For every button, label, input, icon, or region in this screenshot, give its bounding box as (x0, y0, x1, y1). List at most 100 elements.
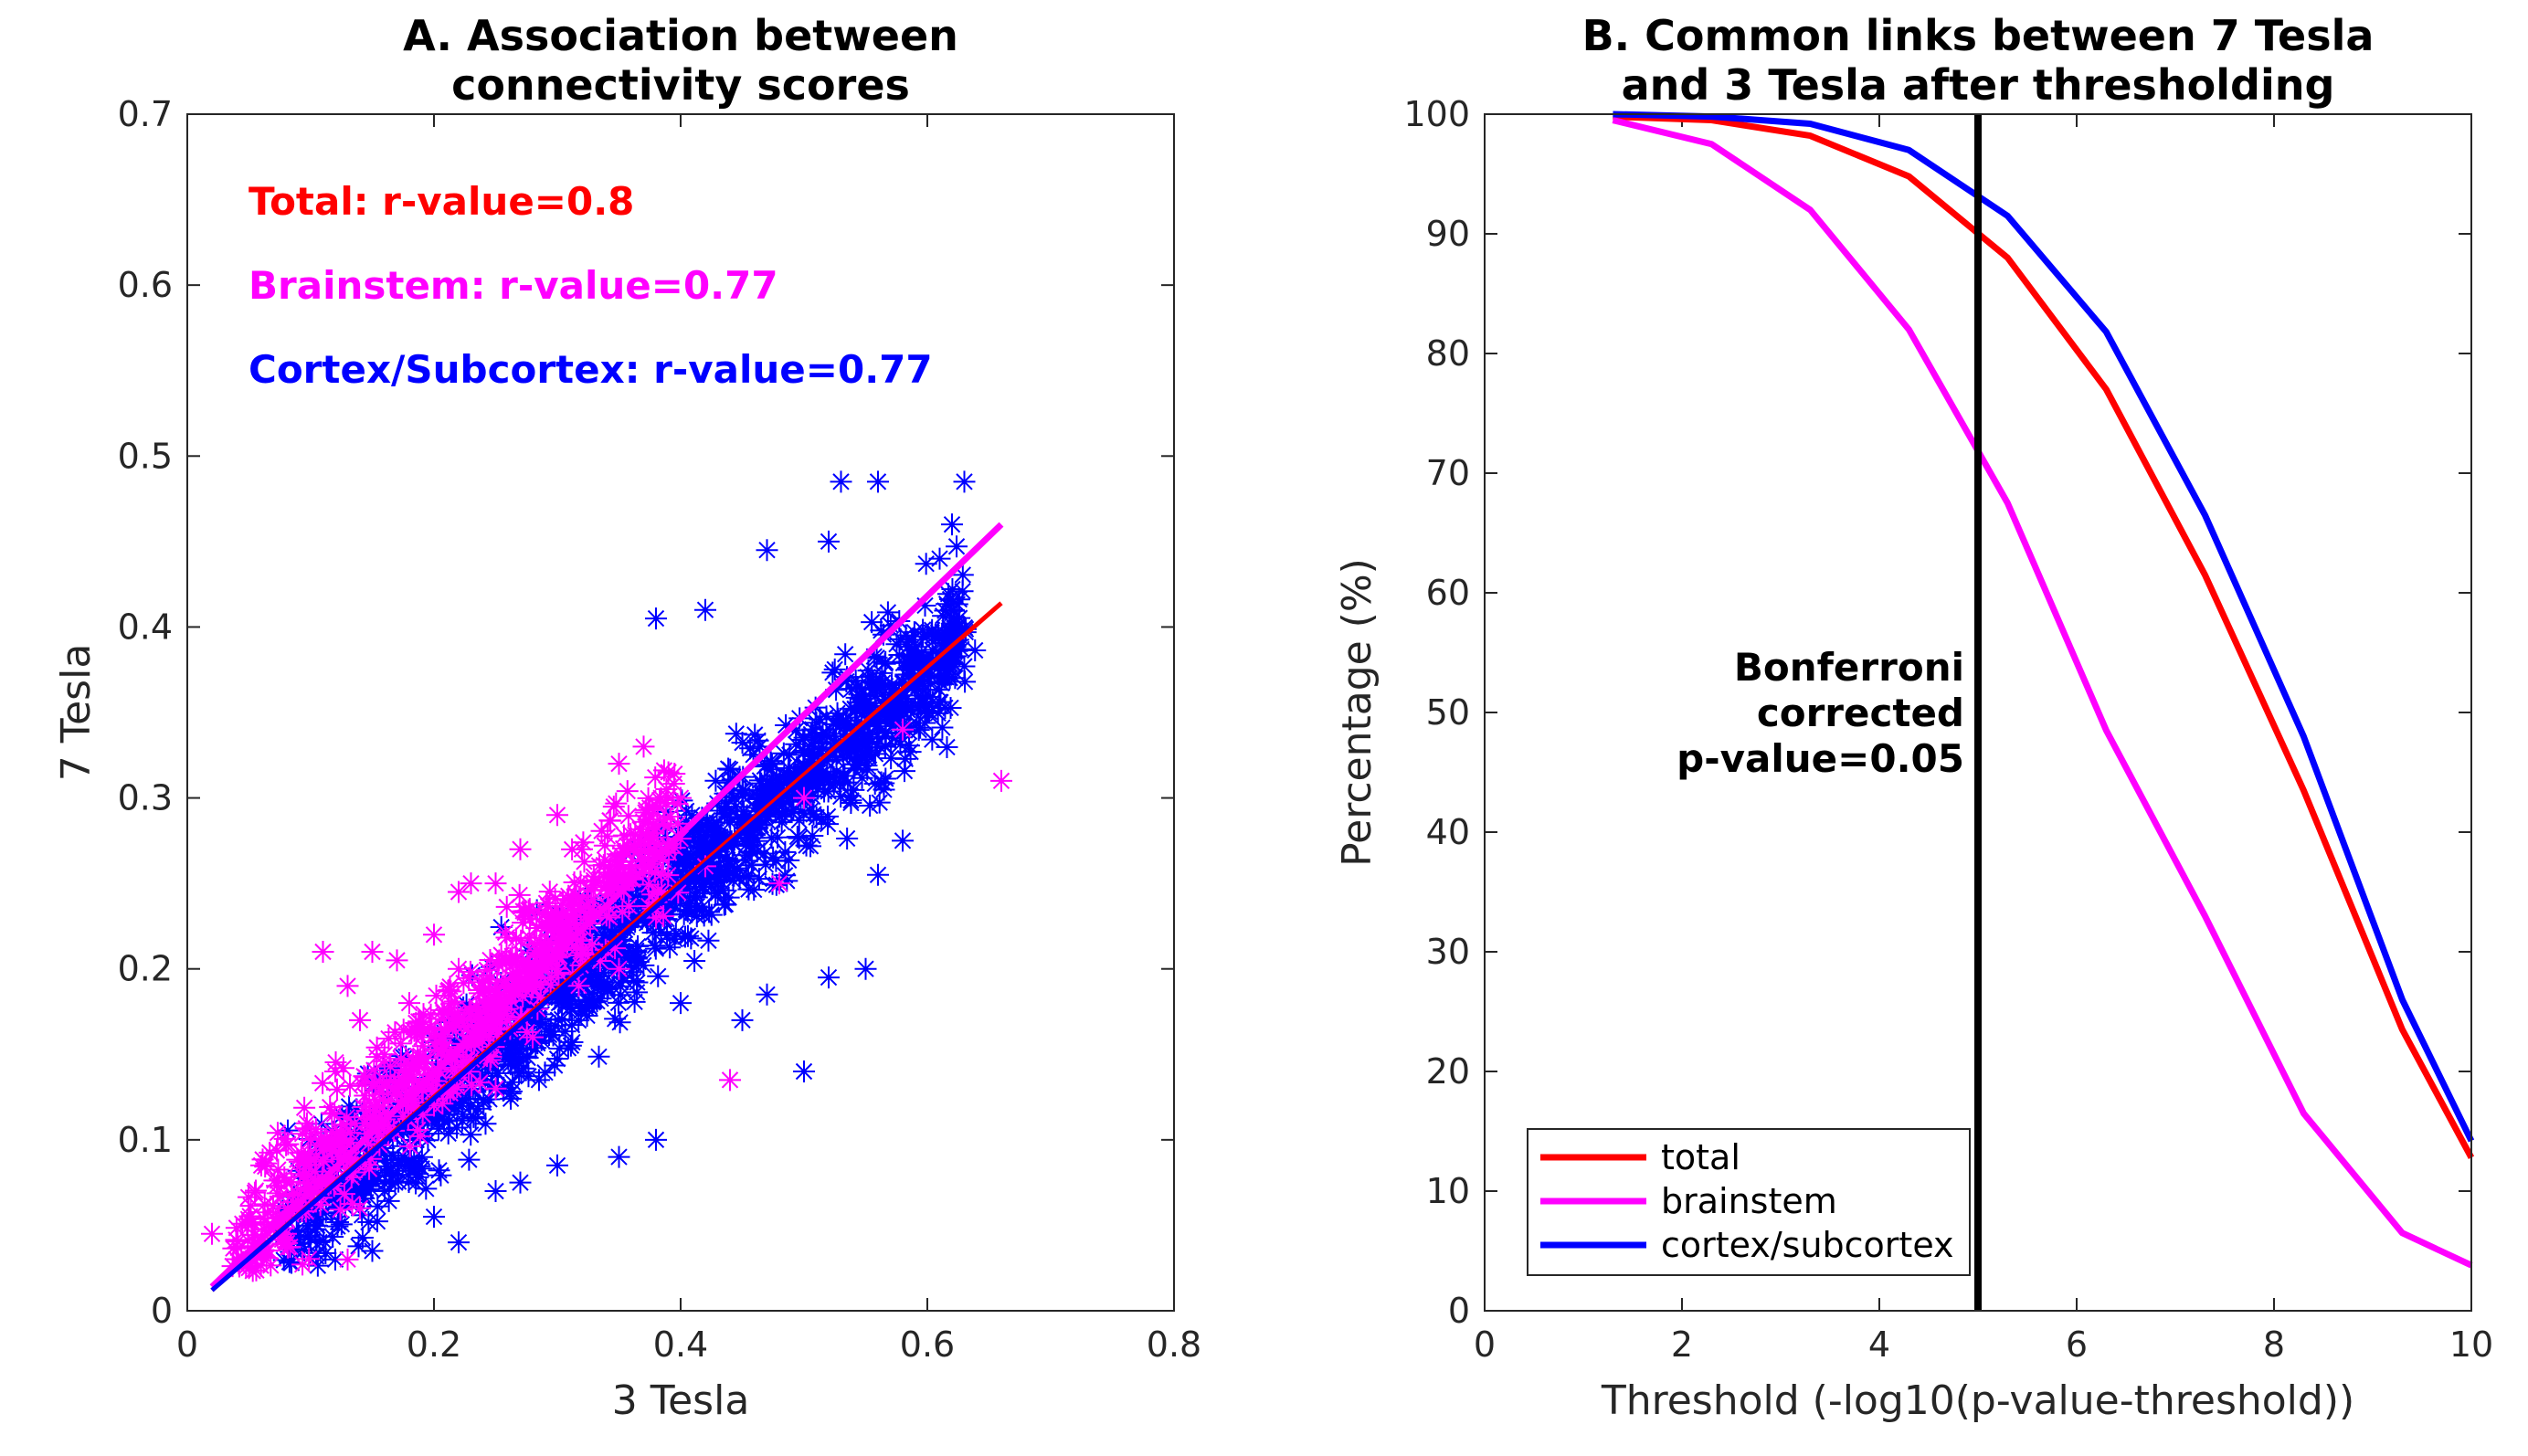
a-point (522, 1026, 544, 1049)
a-y-tick-label: 0.4 (118, 607, 173, 647)
b-legend-label-cortex-subcortex: cortex/subcortex (1661, 1225, 1954, 1265)
a-point (619, 823, 642, 846)
a-point (865, 676, 888, 699)
a-point (403, 1067, 426, 1090)
a-point (273, 1166, 296, 1188)
a-point (747, 868, 770, 891)
a-point (252, 1207, 275, 1229)
a-point (898, 714, 921, 737)
a-point (685, 905, 708, 928)
a-point (340, 1147, 363, 1170)
a-point (935, 666, 957, 689)
a-point (641, 883, 664, 906)
a-point (291, 1253, 314, 1276)
a-point (921, 638, 944, 661)
a-point (670, 992, 692, 1015)
a-point (941, 513, 963, 536)
a-point (903, 621, 926, 644)
a-point (543, 906, 566, 929)
a-point (639, 797, 661, 819)
a-point (397, 1170, 420, 1193)
a-point (267, 1158, 290, 1181)
a-point (632, 954, 655, 976)
a-point (438, 1000, 460, 1023)
a-point (349, 1197, 371, 1219)
a-point (672, 902, 695, 925)
a-point (799, 835, 822, 858)
a-point (740, 854, 763, 877)
a-point (604, 1008, 627, 1030)
a-point (919, 664, 942, 687)
a-point (319, 1096, 342, 1119)
a-point (627, 950, 650, 973)
a-point (280, 1184, 303, 1207)
a-point (843, 735, 866, 758)
b-series-line-total (1613, 113, 2475, 1159)
a-point (608, 753, 630, 775)
a-point (295, 1153, 318, 1176)
a-point (778, 744, 801, 766)
a-point (702, 835, 725, 858)
a-point (694, 598, 716, 621)
a-point (691, 896, 714, 919)
a-point (484, 872, 507, 895)
a-point (333, 1183, 355, 1206)
b-y-tick-label: 0 (1448, 1291, 1470, 1331)
a-point (762, 846, 785, 869)
a-point (395, 1045, 418, 1068)
a-point (598, 906, 621, 929)
a-point (324, 1060, 346, 1082)
a-point (718, 806, 741, 828)
a-point (341, 1193, 364, 1216)
a-point (384, 1171, 407, 1194)
a-point (372, 1117, 395, 1140)
a-point (801, 718, 824, 741)
b-x-axis-label: Threshold (-log10(p-value-threshold)) (1601, 1377, 2354, 1424)
a-point (261, 1195, 284, 1218)
a-point (554, 1020, 576, 1043)
a-point (589, 987, 612, 1010)
a-point (320, 1153, 343, 1176)
a-point (492, 952, 514, 975)
a-point (501, 944, 524, 967)
a-point (443, 990, 466, 1013)
a-point (587, 1045, 610, 1068)
a-point (928, 679, 951, 702)
a-point (597, 976, 619, 999)
a-point (756, 769, 778, 792)
a-point (546, 1008, 569, 1031)
a-point (748, 735, 771, 758)
a-point (560, 893, 583, 916)
a-point (551, 927, 574, 950)
a-point (736, 826, 759, 849)
a-point (693, 826, 715, 849)
a-point (355, 1100, 378, 1123)
a-point (333, 1196, 356, 1219)
a-point (867, 863, 889, 886)
a-point (751, 794, 774, 817)
a-point (351, 1072, 374, 1095)
a-point (451, 1103, 474, 1125)
a-point (534, 902, 556, 924)
a-point (430, 1026, 453, 1049)
a-point (309, 1194, 332, 1217)
a-point (659, 936, 682, 959)
a-point (619, 854, 642, 877)
a-point (423, 1206, 445, 1229)
a-point (534, 939, 556, 962)
a-point (306, 1208, 329, 1230)
a-annotation-2: Brainstem: r-value=0.77 (249, 263, 778, 308)
b-axes-frame (1484, 113, 2472, 1312)
a-point (953, 617, 976, 639)
a-point (927, 667, 950, 690)
a-point (306, 1179, 329, 1202)
a-point (871, 661, 894, 684)
a-point (405, 1050, 428, 1073)
a-point (437, 1122, 460, 1145)
a-point (722, 833, 745, 856)
a-point (945, 612, 968, 635)
b-y-tick-label: 30 (1426, 932, 1470, 972)
a-point (742, 744, 765, 766)
